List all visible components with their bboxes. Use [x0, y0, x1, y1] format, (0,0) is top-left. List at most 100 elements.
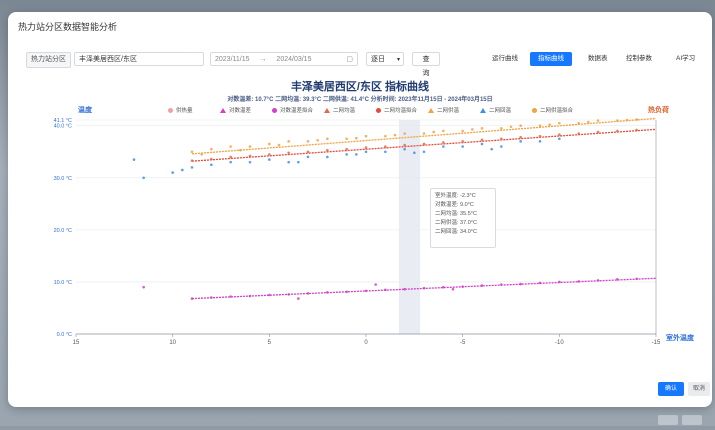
data-point: [625, 118, 629, 122]
x-tick-label: 0: [364, 340, 368, 346]
legend-label: 二网供温: [437, 108, 460, 114]
data-point: [316, 139, 319, 142]
data-point: [635, 128, 638, 132]
data-point: [461, 285, 464, 288]
dot-icon: [532, 108, 537, 114]
data-point: [548, 123, 551, 126]
data-point: [432, 130, 435, 134]
data-point: [297, 160, 300, 164]
data-point: [142, 176, 145, 180]
legend-label: 供热量: [176, 108, 193, 114]
data-point: [345, 290, 348, 294]
triangle-icon: [220, 108, 226, 114]
confirm-button[interactable]: 确认: [658, 382, 684, 396]
data-point: [480, 127, 484, 130]
data-point: [451, 287, 455, 291]
date-separator: →: [259, 56, 267, 63]
legend-item[interactable]: 二网供温拟合: [532, 106, 573, 116]
data-point: [500, 127, 503, 130]
data-point: [277, 143, 281, 147]
chart-title: 丰泽美居西区/东区 指标曲线: [290, 81, 430, 93]
data-point: [268, 142, 271, 146]
data-point: [345, 137, 348, 141]
y-tick-label: 40.0 °C: [54, 124, 72, 130]
data-point: [461, 145, 464, 148]
data-point: [210, 157, 213, 161]
data-point: [596, 130, 600, 134]
data-point: [384, 145, 387, 148]
data-point: [326, 148, 329, 152]
data-point: [519, 135, 522, 139]
date-range-picker[interactable]: 2023/11/15 → 2024/03/15 ▢: [210, 52, 358, 66]
x-tick-label: -15: [652, 340, 661, 346]
tab-run-curve[interactable]: 运行曲线: [492, 55, 518, 62]
x-tick-label: 15: [73, 340, 80, 346]
x-tick-label: 5: [268, 340, 272, 346]
data-point: [519, 140, 522, 143]
data-point: [635, 277, 638, 281]
data-point: [413, 151, 416, 155]
data-point: [393, 133, 397, 137]
data-point: [326, 137, 329, 141]
station-select[interactable]: 丰泽美居西区/东区: [74, 52, 204, 66]
data-point: [229, 295, 232, 298]
data-point: [287, 151, 290, 155]
legend-item[interactable]: 二网均温拟合: [376, 106, 417, 116]
calendar-icon: ▢: [346, 56, 353, 63]
tab-index-curve[interactable]: 指标曲线: [530, 52, 572, 66]
y-axis-label: 温度: [78, 105, 93, 114]
legend-item[interactable]: 二网均温: [324, 106, 355, 116]
chevron-down-icon: ▾: [396, 57, 400, 63]
data-point: [471, 128, 474, 131]
tab-data-table[interactable]: 数据表: [588, 55, 608, 62]
data-point: [519, 282, 522, 286]
data-point: [171, 171, 174, 174]
data-point: [345, 147, 348, 151]
y-tick-label: 0.0 °C: [57, 332, 72, 338]
dialog-title: 热力站分区数据智能分析: [18, 22, 118, 32]
x-tick-label: 10: [169, 340, 176, 346]
data-point: [538, 140, 542, 143]
data-point: [364, 146, 368, 149]
tab-ai-learning[interactable]: AI学习: [676, 55, 696, 62]
dot-icon: [168, 108, 173, 114]
legend-label: 二网供温拟合: [540, 108, 574, 114]
data-point: [577, 132, 580, 135]
data-point: [355, 153, 358, 156]
tooltip-line: 二网供温: 37.0°C: [435, 220, 477, 226]
data-point: [297, 297, 300, 300]
data-point: [558, 121, 561, 125]
data-point: [587, 120, 590, 124]
dot-icon: [376, 108, 381, 114]
data-point: [616, 129, 619, 133]
legend-item[interactable]: 二网回温: [480, 106, 511, 116]
data-point: [384, 288, 387, 292]
legend-item[interactable]: 对数温差拟合: [272, 106, 313, 116]
x-tick-label: -10: [555, 340, 564, 346]
data-point: [384, 150, 387, 154]
fit-line: [191, 117, 657, 155]
data-point: [384, 134, 387, 138]
data-point: [500, 145, 503, 148]
data-point: [287, 293, 290, 296]
query-button[interactable]: 查 询: [412, 52, 440, 77]
data-point: [635, 118, 638, 121]
data-point: [210, 163, 213, 167]
legend-item[interactable]: 对数温差: [220, 106, 251, 116]
cancel-button[interactable]: 取消: [688, 382, 710, 396]
data-point: [422, 150, 426, 154]
legend-item[interactable]: 供热量: [168, 106, 193, 116]
data-point: [558, 133, 561, 136]
data-point: [596, 119, 600, 122]
data-point: [326, 291, 329, 294]
mode-select[interactable]: 逐日 ▾: [366, 52, 404, 66]
mode-value: 逐日: [371, 56, 385, 63]
data-point: [355, 136, 358, 140]
tab-control-params[interactable]: 控制参数: [626, 55, 652, 62]
data-point: [442, 145, 445, 148]
data-point: [461, 140, 464, 143]
data-point: [268, 158, 271, 161]
legend-label: 对数温差拟合: [280, 108, 314, 114]
legend-item[interactable]: 二网供温: [428, 106, 459, 116]
